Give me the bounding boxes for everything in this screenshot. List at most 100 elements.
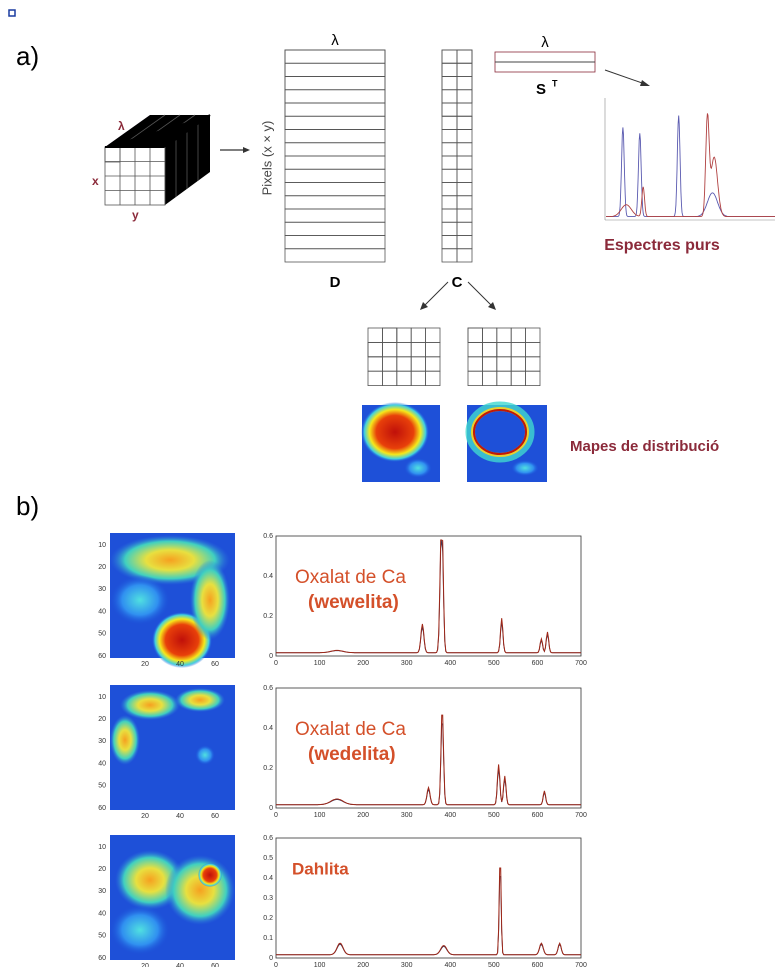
arrow-head (640, 80, 650, 86)
spectrum-x-tick-label: 500 (488, 962, 500, 967)
spectrum-y-tick-label: 0.1 (263, 935, 273, 942)
row (285, 183, 385, 196)
arrow (424, 282, 448, 306)
map-y-tick-label: 20 (98, 564, 106, 571)
heatmap-blob (110, 575, 170, 625)
row (285, 209, 385, 222)
st-lambda: λ (541, 34, 549, 51)
map-y-tick-label: 10 (98, 844, 106, 851)
cell (526, 371, 540, 385)
heatmap-blob (165, 855, 235, 925)
spectrum-x-tick-label: 100 (314, 962, 326, 967)
cell (526, 328, 540, 342)
cell (497, 342, 511, 356)
heatmap-blob (175, 688, 225, 712)
cell (397, 357, 411, 371)
map-y-tick-label: 60 (98, 653, 106, 660)
map-y-tick-label: 30 (98, 738, 106, 745)
map-x-tick-label: 40 (176, 661, 184, 668)
map-y-tick-label: 10 (98, 542, 106, 549)
spectrum-y-tick-label: 0.6 (263, 685, 273, 692)
cell (457, 90, 472, 103)
cell (457, 50, 472, 63)
row (285, 236, 385, 249)
spectrum-y-tick-label: 0.5 (263, 855, 273, 862)
row (285, 103, 385, 116)
heatmap-blob (110, 905, 170, 955)
map-x-tick-label: 60 (211, 813, 219, 820)
spectrum-line (606, 116, 775, 217)
cell (457, 130, 472, 143)
spectrum-x-tick-label: 700 (575, 962, 587, 967)
cell (368, 371, 382, 385)
map-x-tick-label: 40 (176, 813, 184, 820)
spectrum-x-tick-label: 100 (314, 660, 326, 667)
pure-spectra-plot (605, 98, 775, 220)
cell (442, 143, 457, 156)
map-x-tick-label: 20 (141, 661, 149, 668)
cell (457, 183, 472, 196)
heatmap-blob (195, 745, 215, 765)
cell (457, 50, 472, 63)
map-y-tick-label: 40 (98, 608, 106, 615)
cell (382, 328, 396, 342)
cell (511, 328, 525, 342)
cell (442, 90, 457, 103)
map-y-tick-label: 50 (98, 631, 106, 638)
compound-name: Oxalat de Ca (295, 719, 406, 740)
cell (457, 143, 472, 156)
cell (442, 63, 457, 76)
map-x-tick-label: 40 (176, 963, 184, 967)
cell (442, 63, 457, 76)
spectrum-x-tick-label: 300 (401, 660, 413, 667)
cell (442, 249, 457, 262)
spectrum-x-tick-label: 400 (444, 812, 456, 819)
row (285, 196, 385, 209)
map-x-tick-label: 60 (211, 661, 219, 668)
distribution-map (467, 405, 547, 482)
cell (411, 342, 425, 356)
cell (442, 169, 457, 182)
spectrum-y-tick-label: 0 (269, 955, 273, 962)
row (285, 222, 385, 235)
arrow (468, 282, 492, 306)
map-x-tick-label: 20 (141, 963, 149, 967)
arrow-head (243, 147, 250, 153)
spectrum-y-tick-label: 0.2 (263, 765, 273, 772)
cell (468, 357, 482, 371)
cell (397, 371, 411, 385)
spectrum-x-tick-label: 200 (357, 660, 369, 667)
cell (426, 342, 440, 356)
cell (442, 183, 457, 196)
cell (426, 371, 440, 385)
row (285, 77, 385, 90)
spectrum-x-tick-label: 500 (488, 812, 500, 819)
compound-name: Oxalat de Ca (295, 567, 406, 588)
map-y-tick-label: 20 (98, 716, 106, 723)
cell (457, 63, 472, 76)
spectrum-y-tick-label: 0.4 (263, 573, 273, 580)
heatmap-blob (120, 690, 180, 720)
cell (426, 357, 440, 371)
row (285, 156, 385, 169)
spectrum-x-tick-label: 0 (274, 660, 278, 667)
spectrum-x-tick-label: 200 (357, 962, 369, 967)
plot-frame (276, 838, 581, 958)
map-y-tick-label: 40 (98, 760, 106, 767)
map-y-tick-label: 60 (98, 805, 106, 812)
cell (526, 342, 540, 356)
cell (411, 357, 425, 371)
c-label: C (452, 274, 463, 291)
cell (468, 328, 482, 342)
cube-lambda: λ (118, 119, 125, 133)
spectrum-y-tick-label: 0.4 (263, 875, 273, 882)
row (285, 130, 385, 143)
arrow (605, 70, 645, 84)
cell (457, 209, 472, 222)
map-x-tick-label: 20 (141, 813, 149, 820)
map-x-tick-label: 60 (211, 963, 219, 967)
map-y-tick-label: 30 (98, 586, 106, 593)
map-y-tick-label: 40 (98, 910, 106, 917)
cell (382, 328, 396, 342)
cell (442, 116, 457, 129)
